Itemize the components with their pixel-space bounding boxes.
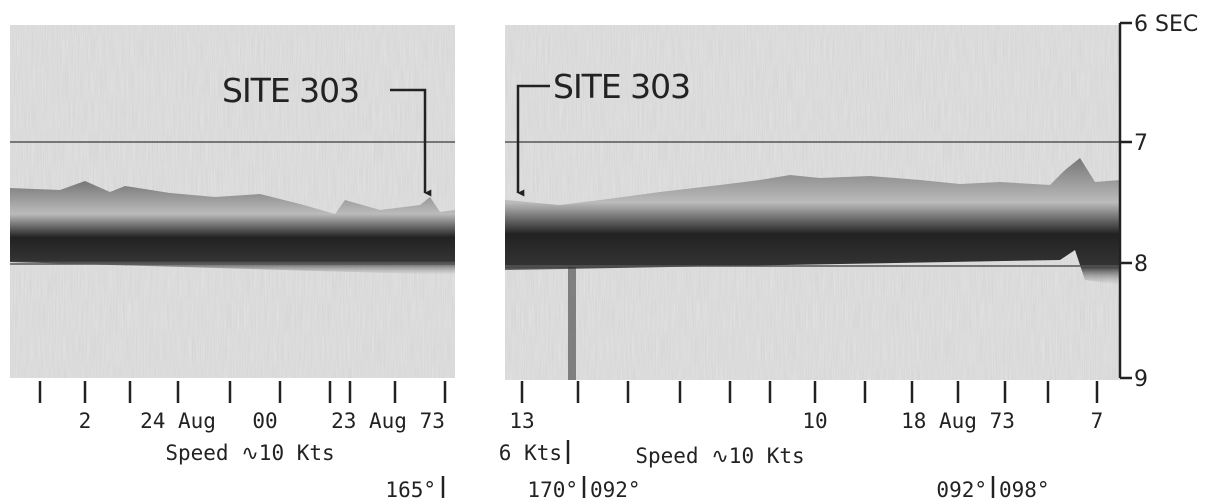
time-label: 2 (79, 409, 92, 433)
left-panel (10, 25, 455, 378)
time-label: 00 (252, 409, 277, 433)
heading-label: 092° (936, 478, 987, 501)
site-label: SITE 303 (222, 71, 359, 110)
site-arrow (516, 84, 550, 197)
time-label: 18 Aug 73 (901, 409, 1015, 433)
time-label: 13 (509, 409, 534, 433)
site-arrow (390, 88, 432, 197)
scale-top-label: 6 SEC (1134, 12, 1198, 37)
scale-tick-label: 7 (1134, 131, 1148, 156)
time-label: 7 (1091, 409, 1104, 433)
time-label: 24 Aug (140, 409, 216, 433)
time-label: 23 Aug 73 (331, 409, 445, 433)
heading-label: 170° (527, 478, 578, 501)
time-scale: 6 SEC 7 8 9 (1118, 12, 1198, 392)
time-label: 10 (802, 409, 827, 433)
site-label: SITE 303 (553, 67, 690, 106)
scale-tick-label: 9 (1134, 367, 1148, 392)
right-panel (505, 25, 1120, 380)
heading-label: 098° (999, 478, 1050, 501)
time-ticks (38, 381, 1099, 403)
heading-label: 092° (590, 478, 641, 501)
scale-tick-label: 8 (1134, 252, 1148, 277)
speed-label: Speed ∿10 Kts (635, 444, 804, 468)
speed-change-label: 6 Kts (499, 441, 562, 465)
speed-label: Speed ∿10 Kts (165, 441, 334, 465)
heading-label: 165° (385, 478, 436, 501)
